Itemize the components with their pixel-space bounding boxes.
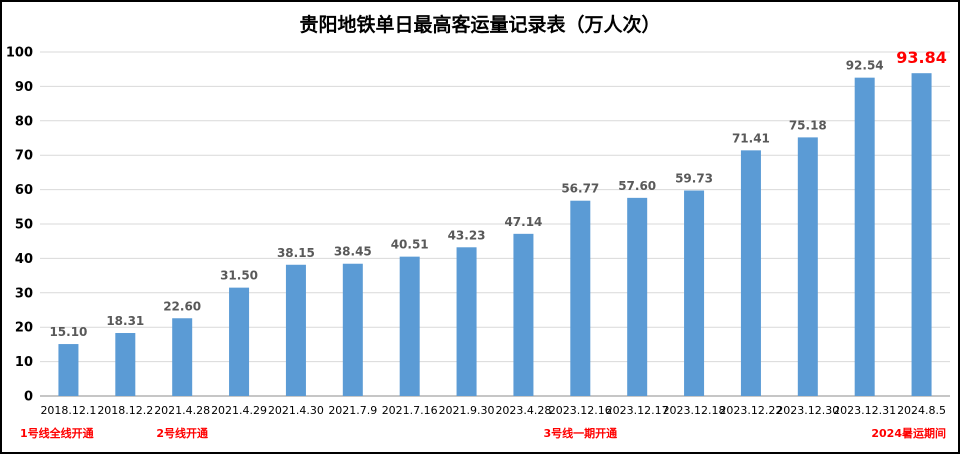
bar	[399, 256, 420, 396]
annotation-label: 2号线开通	[156, 426, 208, 440]
x-tick-label: 2024.8.5	[897, 404, 946, 417]
data-label: 15.10	[49, 325, 87, 339]
y-tick-label: 80	[15, 114, 33, 129]
bar	[172, 318, 193, 396]
data-label: 43.23	[448, 228, 486, 242]
x-tick-label: 2021.4.28	[154, 404, 210, 417]
data-label: 93.84	[896, 48, 947, 67]
x-tick-label: 2021.9.30	[439, 404, 495, 417]
bars	[58, 73, 932, 396]
y-tick-label: 100	[6, 46, 33, 61]
annotations: 1号线全线开通 2号线开通 3号线一期开通 2024暑运期间	[20, 426, 946, 440]
y-tick-label: 40	[15, 252, 33, 267]
data-label: 47.14	[504, 215, 542, 229]
data-label: 22.60	[163, 299, 201, 313]
x-tick-label: 2021.7.9	[328, 404, 377, 417]
bar	[285, 264, 306, 396]
data-label: 92.54	[846, 59, 884, 73]
y-tick-label: 70	[15, 149, 33, 164]
y-tick-label: 50	[15, 218, 33, 233]
data-label: 71.41	[732, 131, 770, 145]
y-axis-ticks: 0 10 20 30 40 50 60 70 80 90 100	[6, 46, 33, 405]
bar	[513, 233, 534, 396]
x-tick-label: 2023.12.17	[606, 404, 669, 417]
y-tick-label: 30	[15, 286, 33, 301]
bar	[570, 200, 591, 396]
data-label: 38.15	[277, 246, 315, 260]
data-label: 31.50	[220, 269, 258, 283]
x-tick-label: 2021.4.30	[268, 404, 324, 417]
y-tick-label: 0	[24, 390, 33, 405]
y-tick-label: 20	[15, 321, 33, 336]
bar	[229, 287, 250, 396]
x-tick-label: 2021.4.29	[211, 404, 267, 417]
x-tick-label: 2023.12.22	[719, 404, 782, 417]
chart-title: 贵阳地铁单日最高客运量记录表（万人次）	[299, 13, 660, 36]
data-label: 57.60	[618, 179, 656, 193]
data-labels: 15.10 18.31 22.60 31.50 38.15 38.45 40.51 43.23…	[49, 48, 946, 339]
bar	[740, 150, 761, 396]
x-tick-label: 2023.12.16	[549, 404, 612, 417]
annotation-label: 3号线一期开通	[543, 426, 617, 440]
y-tick-label: 10	[15, 355, 33, 370]
bar	[911, 73, 932, 396]
data-label: 38.45	[334, 245, 372, 259]
bar	[456, 247, 477, 396]
annotation-label: 1号线全线开通	[20, 426, 94, 440]
bar	[115, 333, 136, 396]
x-tick-label: 2023.4.28	[495, 404, 551, 417]
y-tick-label: 90	[15, 80, 33, 95]
x-tick-label: 2023.12.18	[663, 404, 726, 417]
y-tick-label: 60	[15, 183, 33, 198]
x-axis-ticks: 2018.12.1 2018.12.2 2021.4.28 2021.4.29 2021…	[40, 404, 946, 417]
bar	[684, 190, 705, 396]
bar	[58, 344, 79, 396]
bar	[797, 137, 818, 396]
data-label: 59.73	[675, 172, 713, 186]
bar	[342, 263, 363, 396]
x-tick-label: 2023.12.31	[833, 404, 896, 417]
annotation-label: 2024暑运期间	[871, 426, 946, 440]
data-label: 75.18	[789, 118, 827, 132]
data-label: 40.51	[391, 238, 429, 252]
x-tick-label: 2023.12.30	[776, 404, 839, 417]
bar	[627, 197, 648, 396]
x-tick-label: 2018.12.1	[40, 404, 96, 417]
x-tick-label: 2018.12.2	[97, 404, 153, 417]
data-label: 56.77	[561, 182, 599, 196]
bar	[854, 77, 875, 396]
data-label: 18.31	[106, 314, 144, 328]
x-tick-label: 2021.7.16	[382, 404, 438, 417]
